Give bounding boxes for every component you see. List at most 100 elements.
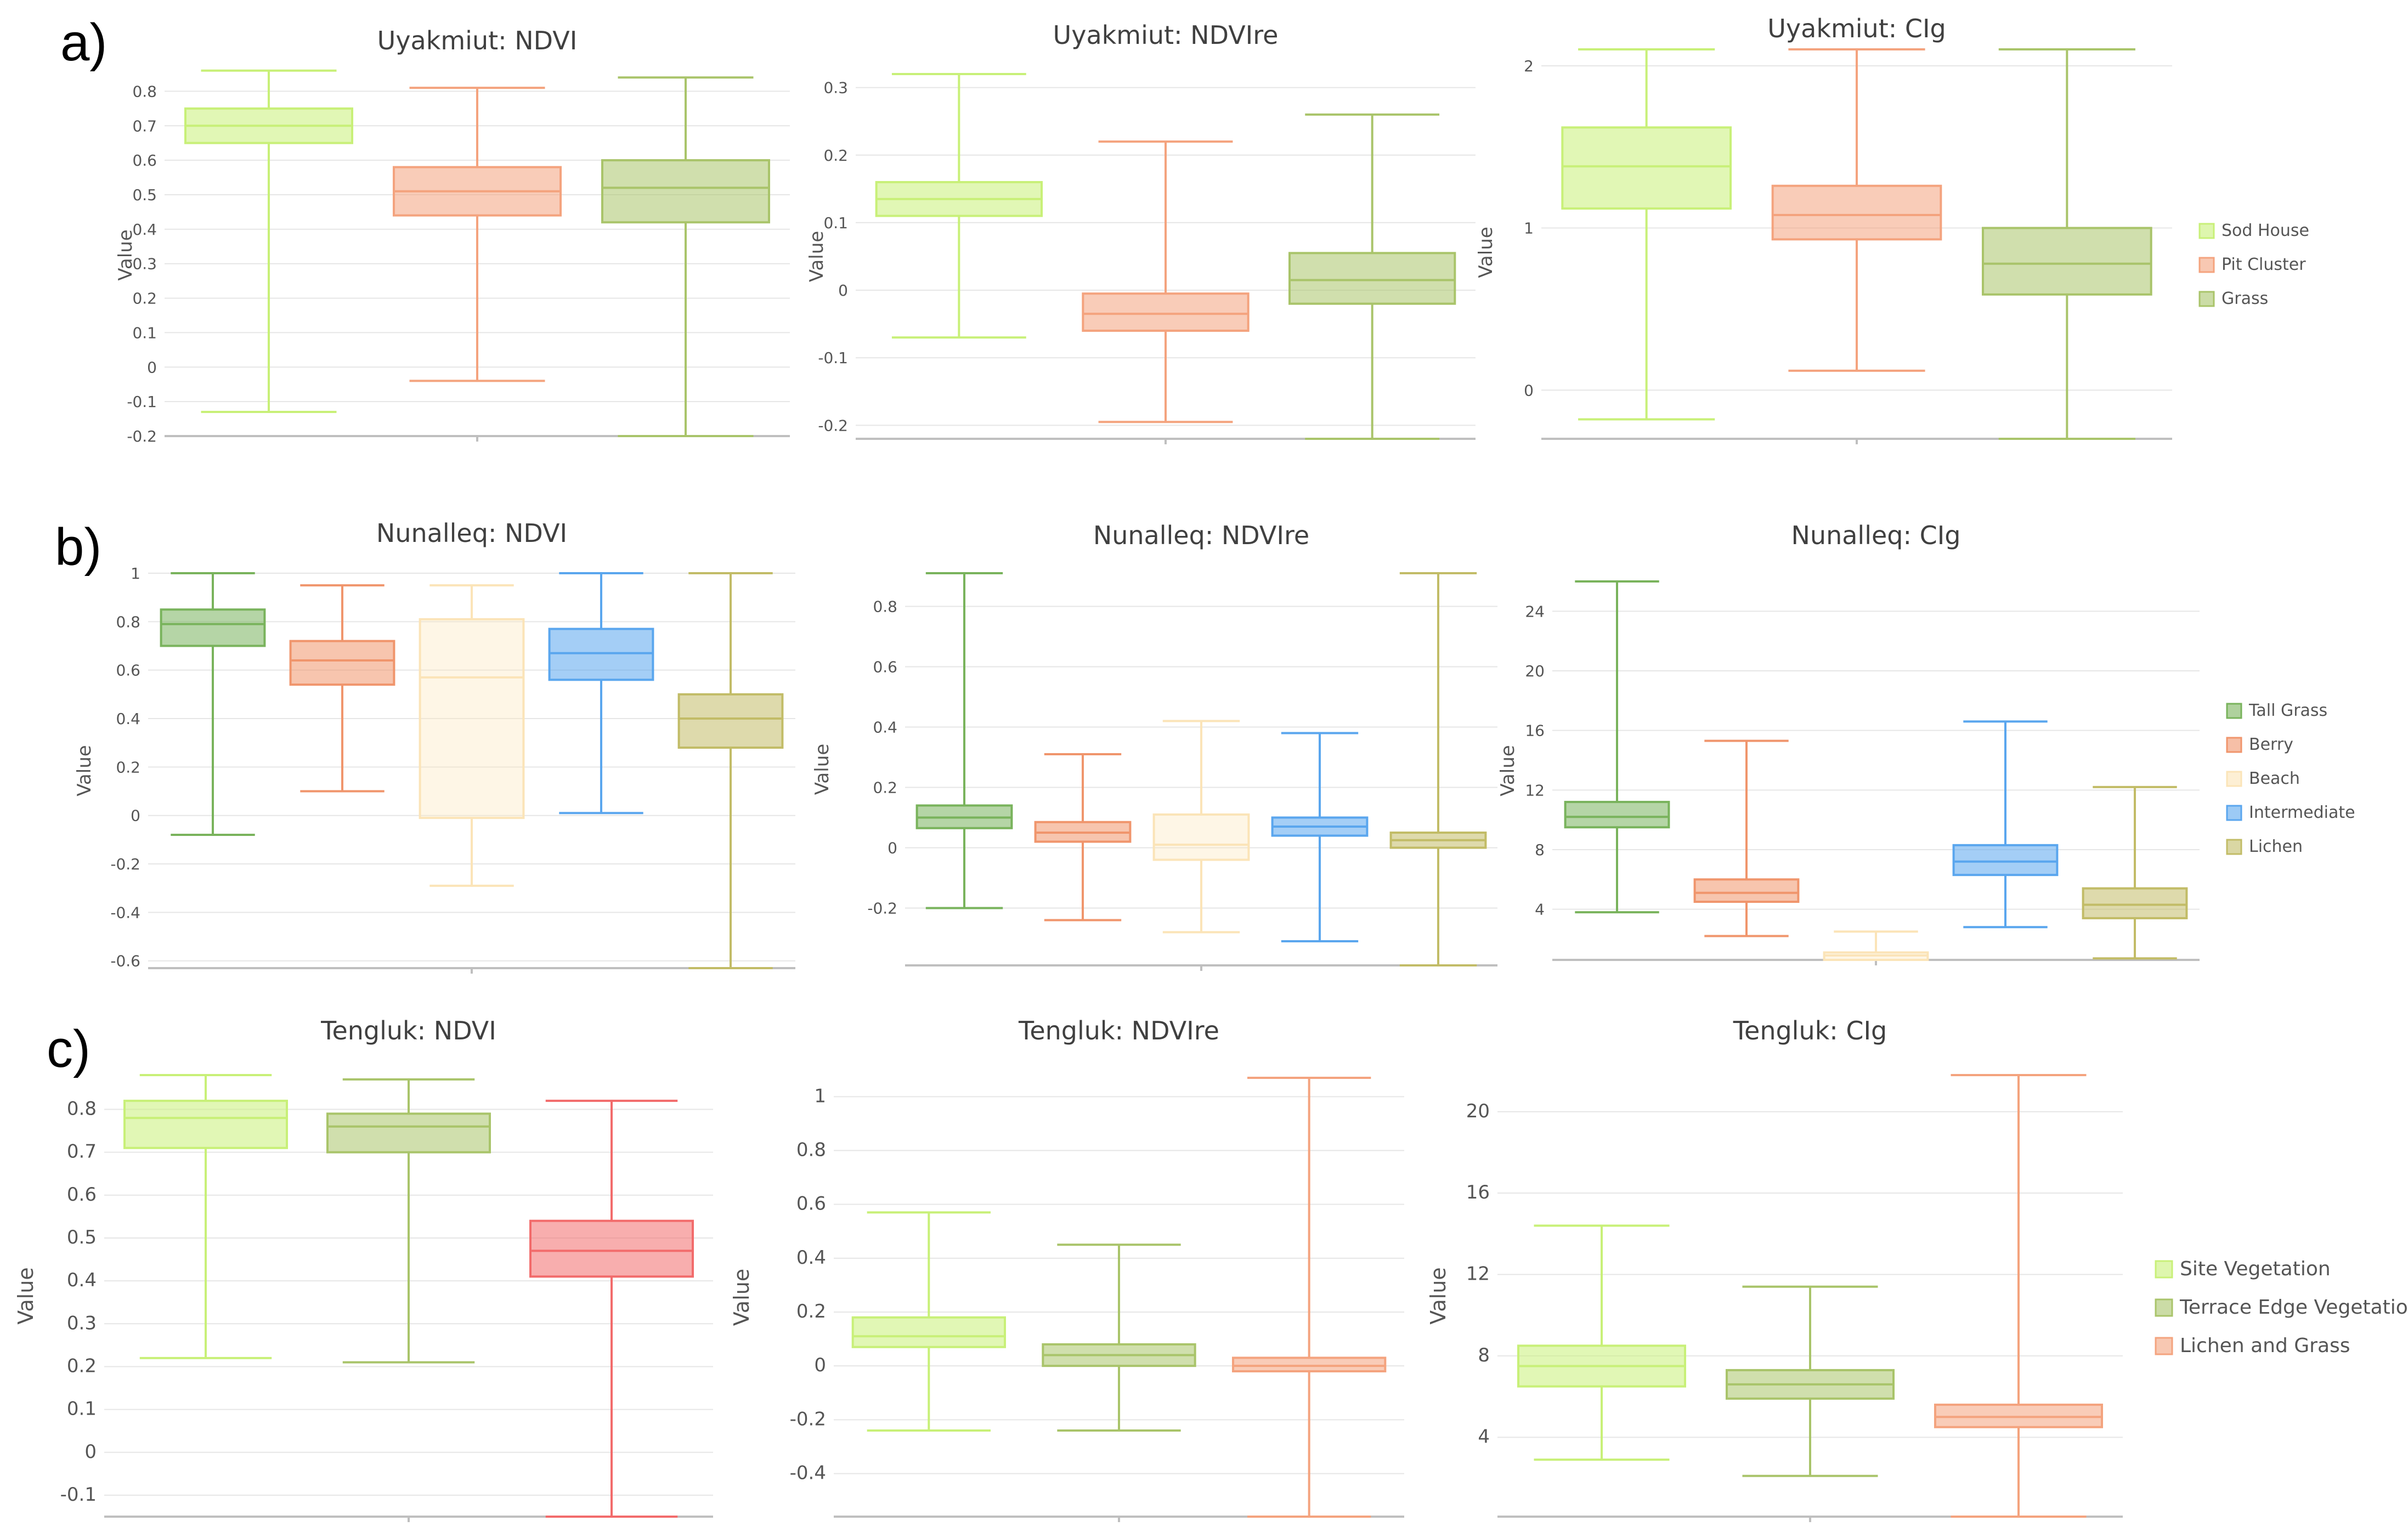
legend-label: Intermediate (2249, 803, 2355, 822)
chart-title: Uyakmiut: NDVI (377, 26, 578, 55)
box-iqr (677, 693, 784, 749)
y-axis-label: Value (1426, 1267, 1450, 1324)
y-tick-label: 0.2 (796, 1301, 826, 1322)
legend-label: Terrace Edge Vegetation (2179, 1296, 2408, 1319)
y-tick-label: 0 (84, 1441, 97, 1463)
box-iqr (1693, 878, 1800, 903)
y-tick-label: 0.4 (873, 719, 897, 737)
y-tick-label: 0.2 (67, 1355, 97, 1377)
box-iqr (851, 1316, 1006, 1348)
legend-swatch (2198, 257, 2215, 273)
y-tick-label: 0.8 (873, 598, 897, 616)
chart-nunalleq-ndvire: Nunalleq: NDVIre -0.2 0 0.2 0.4 0.6 0.8 Value (811, 521, 1497, 971)
y-axis-label: Value (806, 231, 828, 282)
y-tick-label: 1 (814, 1085, 826, 1107)
y-tick-label: 0.1 (823, 214, 848, 232)
box-iqr (548, 628, 654, 681)
y-tick-label: 0 (147, 358, 157, 376)
box-site-vegetation (851, 1211, 1006, 1432)
box-lichen (2082, 785, 2188, 960)
chart-nunalleq-cig: Nunalleq: CIg 4 8 12 16 20 24 Value (1497, 521, 2200, 965)
legends: Sod House Pit Cluster Grass Tall Grass Berry… (2155, 221, 2408, 1357)
panel-label-0: a) (60, 13, 107, 72)
y-tick-label: 0.4 (67, 1269, 97, 1291)
y-tick-label: 20 (1525, 662, 1545, 680)
chart-title: Tengluk: NDVIre (1018, 1016, 1219, 1045)
box-lichen-and-grass (1232, 1077, 1387, 1518)
box-iqr (1564, 801, 1670, 829)
box-sod-house (875, 73, 1043, 339)
box-iqr (1952, 844, 2059, 877)
box-lichen (1389, 572, 1487, 966)
legend-swatch (2198, 223, 2215, 239)
y-tick-label: 0.6 (132, 151, 157, 169)
y-tick-label: 4 (1478, 1426, 1490, 1448)
y-tick-label: 0.5 (67, 1226, 97, 1248)
box-sod-house (1561, 48, 1732, 421)
legend-swatch (2198, 291, 2215, 307)
chart-tengluk-ndvi: Tengluk: NDVI -0.1 0 0.1 0.2 0.3 0.4 0.5 0.6 0.7 0… (14, 1016, 713, 1522)
legend-label: Site Vegetation (2180, 1258, 2331, 1280)
y-tick-label: 0.2 (116, 758, 140, 776)
box-iqr (123, 1099, 288, 1149)
box-beach (1823, 930, 1929, 962)
row-labels: a) b) c) (47, 13, 107, 1078)
box-iqr (601, 159, 770, 224)
y-tick-label: 0 (888, 839, 897, 857)
y-axis-label: Value (14, 1267, 38, 1324)
legend-item-berry: Berry (2226, 735, 2293, 754)
box-iqr (1561, 126, 1732, 210)
y-tick-label: -0.6 (110, 952, 140, 970)
box-tall-grass (160, 572, 266, 836)
legend-row-1: Tall Grass Berry Beach Intermediate Lichen (2226, 701, 2355, 856)
legend-swatch (2226, 737, 2242, 753)
chart-title: Tengluk: CIg (1733, 1016, 1887, 1045)
y-tick-label: 1 (131, 564, 140, 583)
legend-swatch (2226, 839, 2242, 855)
legend-item-site-vegetation: Site Vegetation (2155, 1258, 2331, 1280)
chart-title: Tengluk: NDVI (320, 1016, 496, 1045)
y-tick-label: 0 (131, 807, 140, 825)
legend-label: Berry (2249, 735, 2293, 754)
chart-uyakmiut-ndvi: Uyakmiut: NDVI -0.2 -0.1 0 0.1 0.2 0.3 0.4 0.5 0.… (115, 26, 790, 445)
y-tick-label: -0.2 (818, 416, 848, 434)
y-tick-label: 0.8 (67, 1098, 97, 1120)
box-lichen (677, 572, 784, 969)
legend-row-2: Site Vegetation Terrace Edge Vegetation Li… (2155, 1258, 2408, 1357)
y-tick-label: -0.4 (110, 903, 140, 922)
y-tick-label: 2 (1524, 57, 1534, 75)
legend-item-sod-house: Sod House (2198, 221, 2309, 240)
y-tick-label: -0.1 (127, 393, 157, 411)
legend-swatch (2155, 1298, 2173, 1317)
box-beach (1152, 720, 1250, 934)
box-pit-cluster (393, 87, 562, 382)
y-tick-label: -0.4 (790, 1462, 826, 1484)
legend-label: Tall Grass (2248, 701, 2327, 720)
box-iqr (1082, 292, 1250, 332)
legend-item-pit-cluster: Pit Cluster (2198, 255, 2306, 274)
y-tick-label: 0 (838, 281, 848, 299)
y-tick-label: 0.4 (796, 1247, 826, 1269)
box-iqr (529, 1219, 694, 1278)
box-intermediate (548, 572, 654, 815)
y-tick-label: 0.6 (67, 1184, 97, 1206)
legend-label: Pit Cluster (2222, 255, 2306, 274)
box-iqr (419, 618, 525, 819)
box-intermediate (1952, 720, 2059, 929)
y-tick-label: 8 (1478, 1344, 1490, 1366)
y-tick-label: 0.2 (873, 779, 897, 797)
y-tick-label: 0 (1524, 381, 1534, 399)
y-tick-label: 0.2 (823, 146, 848, 165)
y-tick-label: 1 (1524, 219, 1534, 238)
box-iqr (1232, 1356, 1387, 1372)
y-tick-label: 0.3 (823, 79, 848, 97)
charts: Uyakmiut: NDVI -0.2 -0.1 0 0.1 0.2 0.3 0.4 0.5 0.… (14, 14, 2200, 1522)
y-tick-label: 8 (1535, 841, 1545, 859)
chart-tengluk-ndvire: Tengluk: NDVIre -0.4 -0.2 0 0.2 0.4 0.6 0.8 1 Val… (730, 1016, 1404, 1522)
y-tick-label: 12 (1466, 1263, 1490, 1285)
y-tick-label: -0.1 (60, 1484, 97, 1506)
y-tick-label: -0.2 (790, 1408, 826, 1430)
box-pit-cluster (1771, 48, 1942, 372)
box-tall-grass (915, 572, 1013, 909)
